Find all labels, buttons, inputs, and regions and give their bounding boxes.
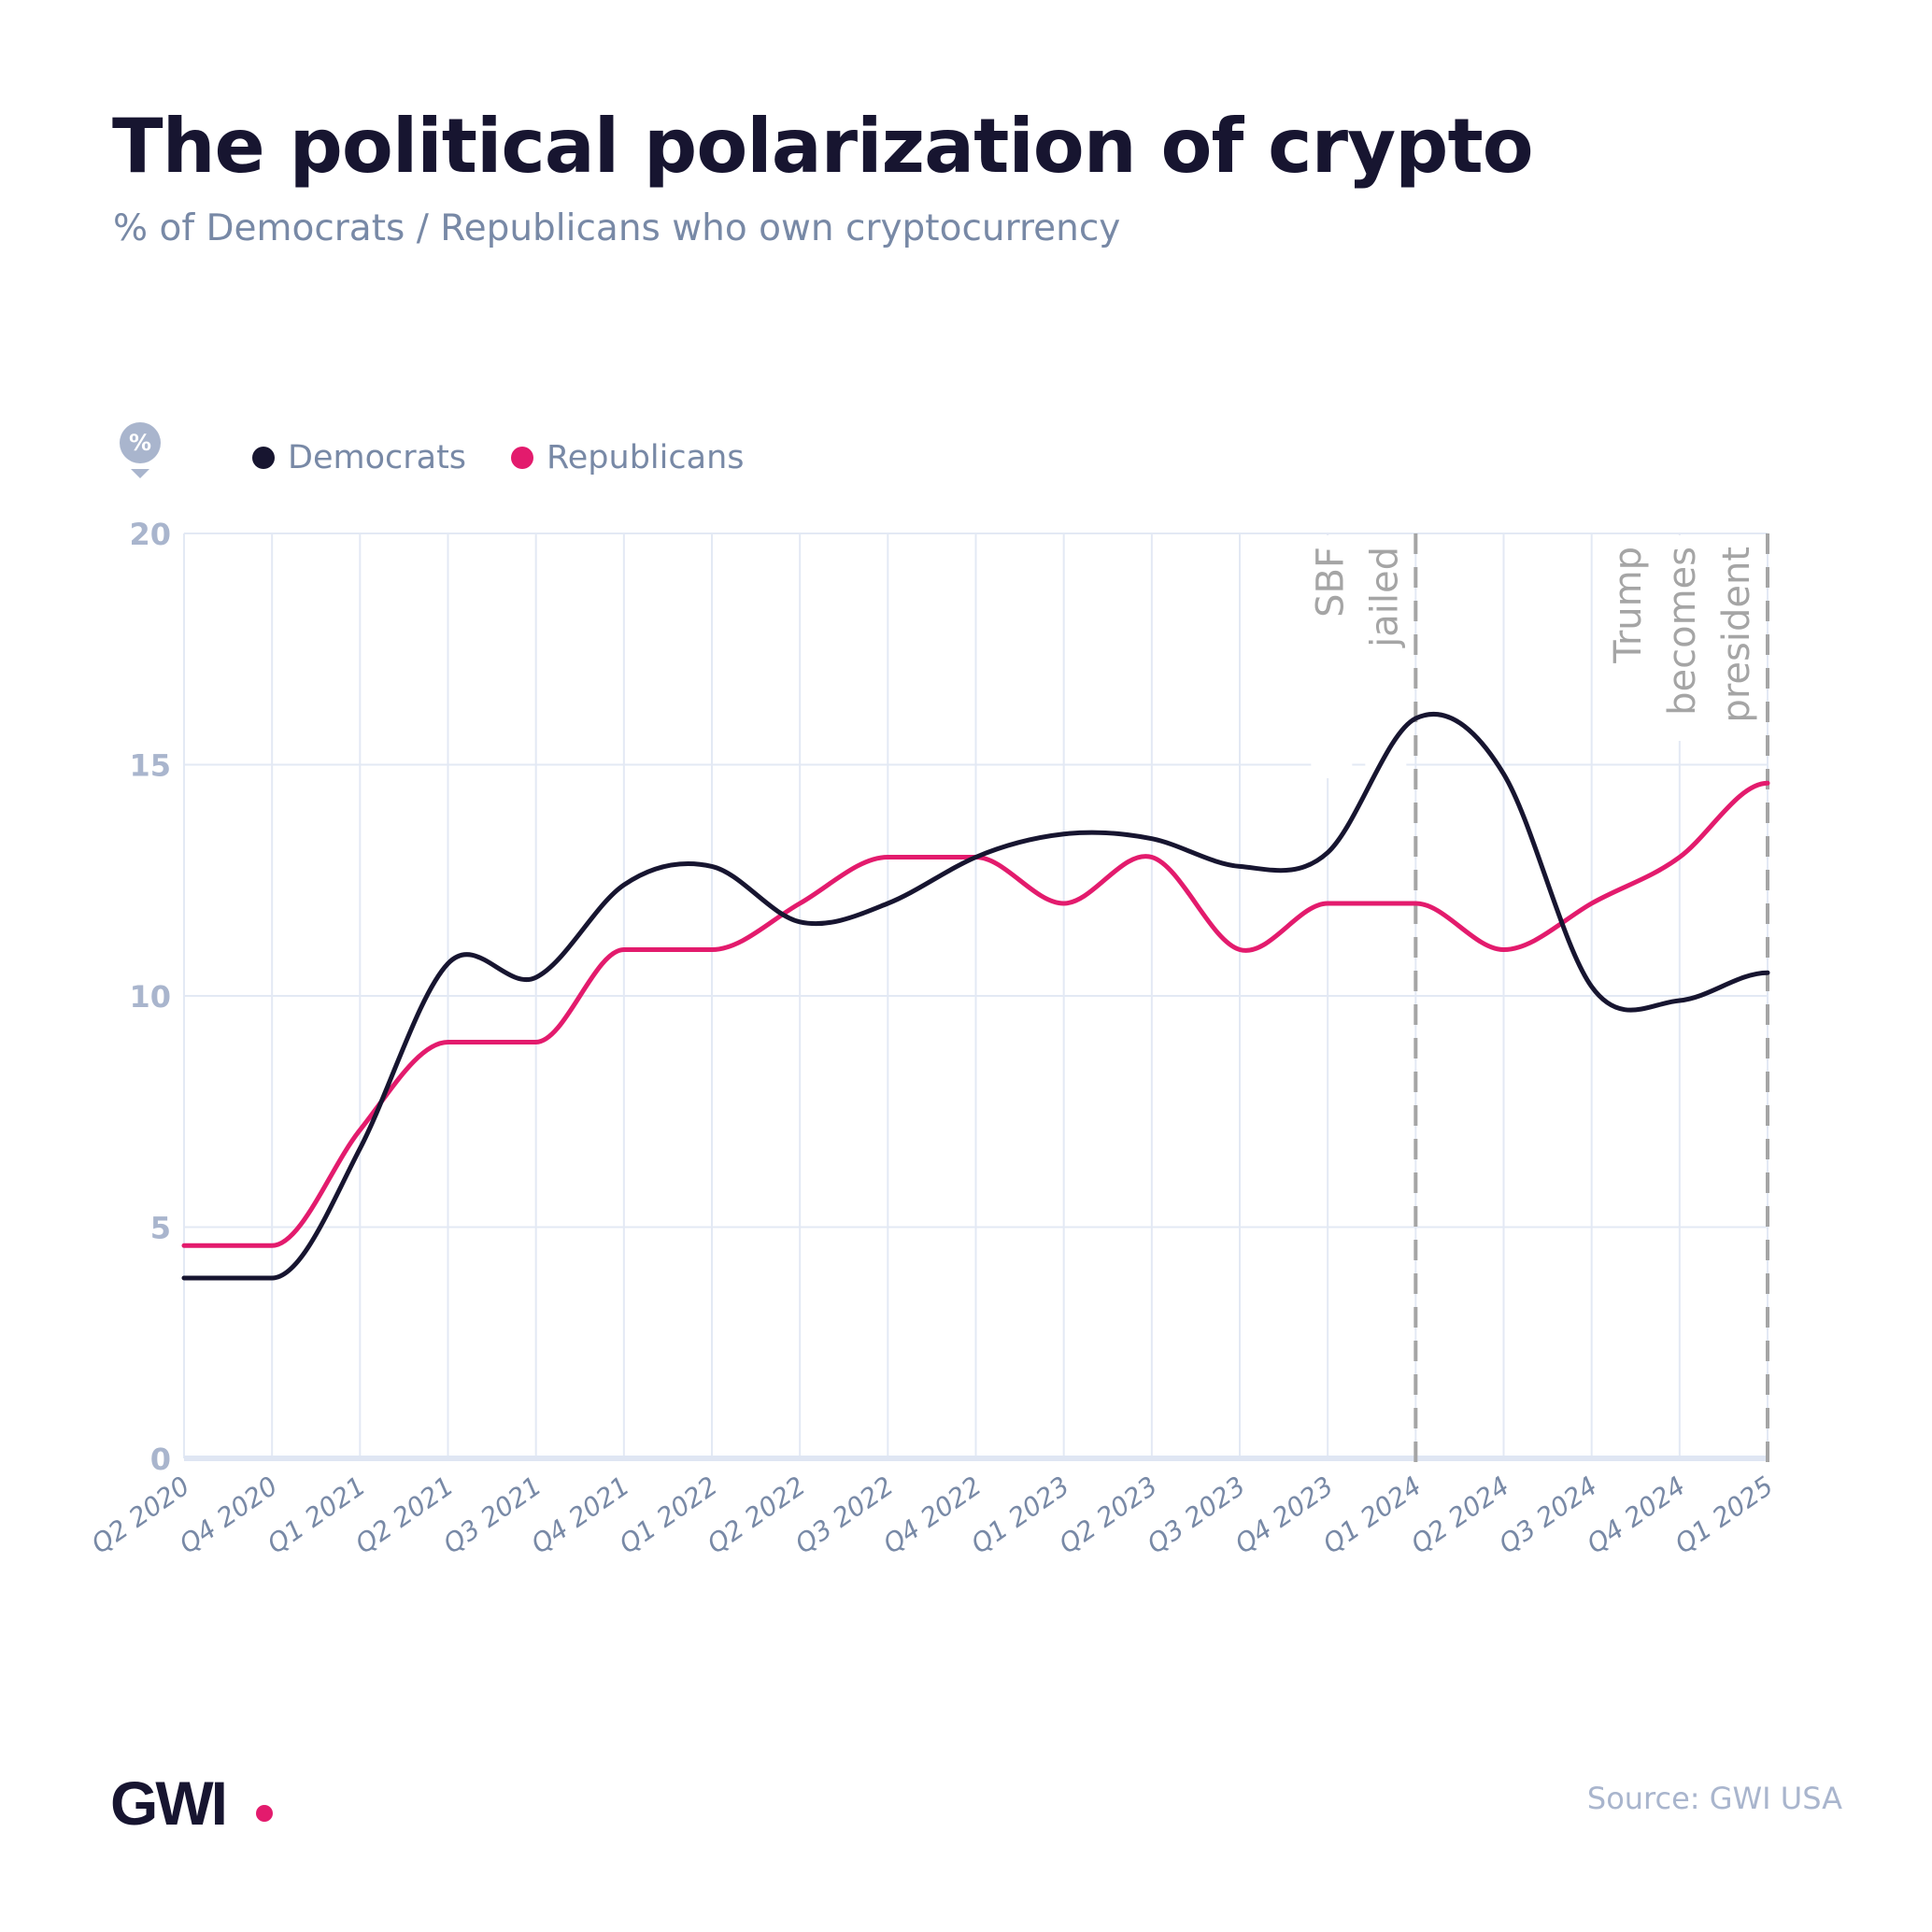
y-tick-label: 0 — [150, 1442, 171, 1477]
legend-item-republicans: Republicans — [511, 439, 744, 476]
y-tick-label: 15 — [129, 748, 171, 784]
x-tick-label: Q3 2022 — [789, 1470, 899, 1560]
legend-dot-democrats — [252, 447, 275, 469]
x-tick-label: Q2 2021 — [349, 1470, 459, 1560]
y-tick-label: 10 — [129, 979, 171, 1015]
x-tick-label: Q2 2024 — [1405, 1470, 1514, 1560]
x-tick-label: Q1 2024 — [1317, 1470, 1427, 1560]
chart-title: The political polarization of crypto — [112, 103, 1534, 190]
x-tick-label: Q1 2025 — [1669, 1470, 1779, 1560]
x-tick-label: Q4 2021 — [526, 1470, 635, 1560]
x-tick-label: Q3 2023 — [1142, 1470, 1251, 1560]
annotation-bg — [1365, 535, 1407, 778]
annotation-text: becomes — [1661, 547, 1704, 716]
x-tick-label: Q2 2022 — [702, 1470, 811, 1560]
annotation-text: SBF — [1309, 547, 1352, 618]
x-tick-label: Q4 2024 — [1582, 1470, 1691, 1560]
legend-dot-republicans — [511, 447, 534, 469]
x-tick-label: Q4 2020 — [174, 1470, 283, 1560]
annotation-bg — [1609, 535, 1650, 741]
x-tick-label: Q1 2023 — [965, 1470, 1074, 1560]
y-tick-label: 20 — [129, 517, 171, 552]
x-tick-label: Q4 2022 — [877, 1470, 987, 1560]
percent-unit-pointer — [131, 469, 149, 478]
annotation-bg — [1663, 535, 1704, 741]
x-tick-label: Q1 2021 — [262, 1470, 371, 1560]
gwi-logo: GWI — [110, 1769, 228, 1838]
annotation-text: president — [1715, 547, 1758, 723]
x-tick-label: Q2 2020 — [86, 1470, 195, 1560]
x-tick-label: Q4 2023 — [1229, 1470, 1339, 1560]
percent-unit-icon: % — [120, 422, 161, 463]
legend: Democrats Republicans — [252, 439, 788, 476]
series-line-democrats — [181, 712, 1770, 1281]
legend-label-republicans: Republicans — [547, 439, 745, 476]
legend-item-democrats: Democrats — [252, 439, 466, 476]
x-tick-label: Q3 2021 — [437, 1470, 547, 1560]
x-tick-label: Q2 2023 — [1054, 1470, 1163, 1560]
x-tick-label: Q1 2022 — [614, 1470, 723, 1560]
x-tick-label: Q3 2024 — [1493, 1470, 1602, 1560]
y-tick-label: 5 — [150, 1211, 171, 1246]
annotation-text: Trump — [1607, 547, 1650, 664]
annotation-bg — [1311, 535, 1353, 778]
source-note: Source: GWI USA — [1586, 1781, 1842, 1816]
chart-subtitle: % of Democrats / Republicans who own cry… — [113, 207, 1121, 249]
annotation-bg — [1717, 535, 1758, 741]
annotation-text: jailed — [1363, 547, 1406, 648]
gwi-logo-dot — [256, 1805, 273, 1822]
legend-label-democrats: Democrats — [288, 439, 467, 476]
